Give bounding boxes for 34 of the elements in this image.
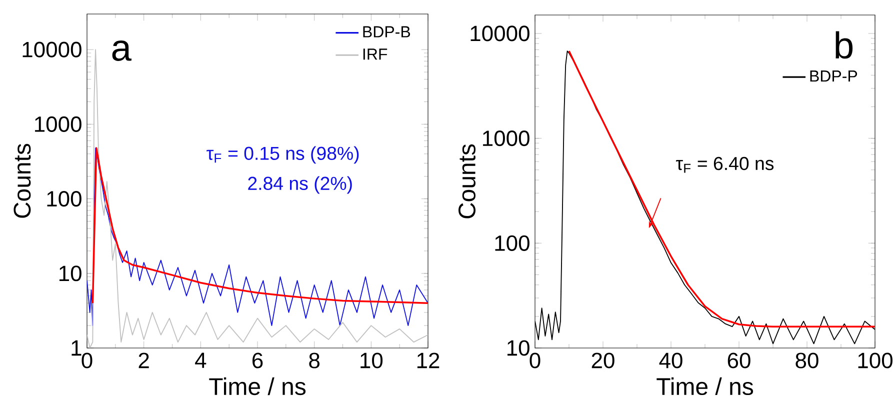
y-axis-title: Counts [458, 144, 476, 218]
y-tick-label: 1000 [483, 130, 530, 146]
chart-title: b [836, 31, 853, 59]
x-tick-label: 100 [858, 352, 892, 368]
x-tick-label: 8 [309, 352, 320, 368]
y-axis-title: Counts [14, 144, 31, 218]
y-tick-label: 1000 [35, 116, 82, 132]
x-tick-label: 80 [796, 352, 818, 368]
x-tick-label: 4 [195, 352, 206, 368]
annotation: τ$_{F}$ = 6.40 ns [676, 156, 774, 173]
legend-label: IRF [363, 48, 388, 60]
annotation: 2.84 ns (2%) [248, 176, 352, 194]
y-tick-label: 100 [47, 191, 82, 207]
y-tick-label: 10000 [22, 42, 82, 58]
x-tick-label: 60 [728, 352, 750, 368]
y-tick-label: 10 [60, 266, 82, 282]
x-axis-title: Time / ns [656, 377, 754, 396]
x-tick-label: 40 [659, 352, 682, 368]
x-tick-label: 0 [530, 352, 540, 368]
y-tick-label: 10 [507, 340, 530, 356]
y-tick-label: 100 [495, 235, 530, 251]
annotation: τ$_{F}$ = 0.15 ns (98%) [206, 146, 359, 164]
x-axis-title: Time / ns [209, 377, 306, 396]
legend-label: BDP-B [363, 26, 410, 38]
x-tick-label: 10 [360, 352, 383, 368]
x-tick-label: 20 [592, 352, 614, 368]
x-tick-label: 6 [252, 352, 263, 368]
x-tick-label: 0 [82, 352, 92, 368]
chart-title: a [112, 40, 132, 61]
y-tick-label: 10000 [470, 26, 530, 42]
x-tick-label: 12 [417, 352, 440, 368]
y-tick-label: 1 [72, 340, 82, 356]
legend-label: BDP-P [810, 70, 858, 82]
x-tick-label: 2 [138, 352, 149, 368]
